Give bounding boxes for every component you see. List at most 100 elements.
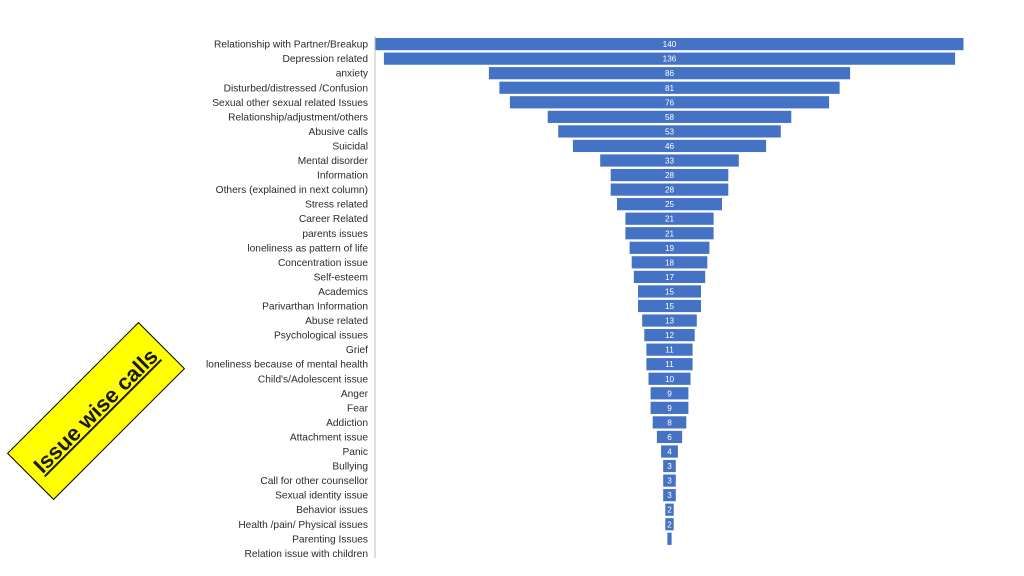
category-label-relationship-with-partner-breakup: Relationship with Partner/Breakup [214, 40, 368, 51]
data-labels-group: 1401368681765853463328282521211918171515… [663, 40, 677, 529]
data-label-grief: 11 [665, 346, 674, 355]
bar-concentration-issue [631, 256, 708, 269]
data-label-others-explained-in-next-column: 28 [665, 186, 675, 195]
bar-abuse-related [642, 314, 697, 327]
category-label-sexual-identity-issue: Sexual identity issue [275, 491, 368, 502]
category-label-parivarthan-information: Parivarthan Information [262, 302, 368, 313]
data-label-addiction: 8 [667, 418, 672, 427]
bar-attachment-issue [656, 430, 683, 444]
data-label-sexual-identity-issue: 3 [667, 491, 672, 500]
data-label-sexual-other-sexual-related-issues: 76 [665, 98, 675, 107]
bar-suicidal [572, 139, 767, 153]
category-label-academics: Academics [318, 287, 368, 298]
bar-addiction [652, 416, 687, 429]
category-label-psychological-issues: Psychological issues [274, 331, 368, 342]
category-label-grief: Grief [346, 345, 368, 356]
bar-health-pain-physical-issues [665, 518, 674, 531]
bar-information [610, 168, 729, 182]
data-label-loneliness-because-of-mental-health: 11 [665, 360, 674, 369]
category-label-information: Information [317, 171, 368, 182]
category-label-disturbed-distressed-confusion: Disturbed/distressed /Confusion [224, 83, 368, 94]
data-label-disturbed-distressed-confusion: 81 [665, 84, 675, 93]
bar-stress-related [617, 198, 722, 211]
category-label-anger: Anger [341, 389, 369, 400]
bar-grief [646, 343, 693, 356]
data-label-abuse-related: 13 [665, 317, 675, 326]
data-label-depression-related: 136 [663, 55, 677, 64]
bar-psychological-issues [644, 329, 695, 342]
bar-child-s-adolescent-issue [648, 372, 691, 385]
data-label-anger: 9 [667, 389, 672, 398]
data-label-attachment-issue: 6 [667, 433, 672, 442]
category-label-loneliness-because-of-mental-health: loneliness because of mental health [206, 360, 368, 371]
category-label-panic: Panic [343, 447, 368, 458]
category-labels-group: Relationship with Partner/Breakup Depress… [206, 40, 369, 560]
data-label-academics: 15 [665, 287, 675, 296]
bar-fear [650, 401, 689, 414]
data-label-stress-related: 25 [665, 200, 675, 209]
bar-relationship-with-partner-breakup [375, 38, 964, 51]
bar-loneliness-because-of-mental-health [646, 358, 693, 371]
category-label-suicidal: Suicidal [332, 141, 368, 152]
category-label-fear: Fear [347, 403, 369, 414]
bar-loneliness-as-pattern-of-life [629, 241, 710, 254]
category-label-career-related: Career Related [299, 214, 368, 225]
bar-parents-issues [625, 227, 714, 240]
category-label-sexual-other-sexual-related-issues: Sexual other sexual related Issues [212, 98, 368, 109]
bar-bullying [663, 459, 676, 473]
bar-others-explained-in-next-column [610, 183, 729, 196]
category-label-relation-issue-with-children: Relation issue with children [245, 549, 368, 560]
bar-mental-disorder [600, 154, 739, 167]
data-label-fear: 9 [667, 404, 672, 413]
category-label-attachment-issue: Attachment issue [290, 432, 368, 443]
bar-anger [650, 387, 689, 400]
category-label-health-pain-physical-issues: Health /pain/ Physical issues [238, 520, 368, 531]
data-label-loneliness-as-pattern-of-life: 19 [665, 244, 675, 253]
data-label-behavior-issues: 2 [667, 506, 672, 515]
category-label-mental-disorder: Mental disorder [298, 156, 369, 167]
category-label-loneliness-as-pattern-of-life: loneliness as pattern of life [247, 243, 368, 254]
category-label-abusive-calls: Abusive calls [309, 127, 368, 138]
bar-sexual-identity-issue [663, 489, 676, 502]
data-label-bullying: 3 [667, 462, 672, 471]
data-label-concentration-issue: 18 [665, 258, 675, 267]
category-label-stress-related: Stress related [305, 200, 368, 211]
bar-panic [661, 445, 678, 458]
data-label-information: 28 [665, 171, 675, 180]
category-label-parenting-issues: Parenting Issues [292, 534, 368, 545]
category-label-bullying: Bullying [332, 462, 368, 473]
category-label-relationship-adjustment-others: Relationship/adjustment/others [228, 112, 368, 123]
data-label-self-esteem: 17 [665, 273, 675, 282]
data-label-suicidal: 46 [665, 142, 675, 151]
data-label-panic: 4 [667, 448, 672, 457]
data-label-relationship-adjustment-others: 58 [665, 113, 675, 122]
category-label-others-explained-in-next-column: Others (explained in next column) [216, 185, 368, 196]
bar-depression-related [383, 52, 956, 65]
bar-career-related [625, 212, 714, 225]
bar-parivarthan-information [638, 299, 701, 313]
category-label-self-esteem: Self-esteem [314, 272, 368, 283]
bar-call-for-other-counsellor [663, 474, 676, 487]
bar-sexual-other-sexual-related-issues [509, 96, 830, 109]
bar-behavior-issues [665, 503, 674, 516]
category-label-child-s-adolescent-issue: Child's/Adolescent issue [258, 374, 368, 385]
category-label-parents-issues: parents issues [302, 229, 368, 240]
data-label-parivarthan-information: 15 [665, 302, 675, 311]
bar-abusive-calls [558, 125, 781, 138]
category-label-concentration-issue: Concentration issue [278, 258, 368, 269]
bar-disturbed-distressed-confusion [499, 81, 840, 94]
category-label-addiction: Addiction [326, 418, 368, 429]
data-label-relationship-with-partner-breakup: 140 [663, 40, 677, 49]
category-label-abuse-related: Abuse related [305, 316, 368, 327]
data-label-mental-disorder: 33 [665, 157, 675, 166]
category-label-behavior-issues: Behavior issues [296, 505, 368, 516]
data-label-anxiety: 86 [665, 69, 675, 78]
data-label-child-s-adolescent-issue: 10 [665, 375, 675, 384]
bar-self-esteem [633, 270, 706, 283]
bars-group [375, 38, 964, 545]
data-label-psychological-issues: 12 [665, 331, 675, 340]
data-label-health-pain-physical-issues: 2 [667, 520, 672, 529]
category-label-anxiety: anxiety [336, 69, 369, 80]
bar-academics [638, 285, 701, 298]
